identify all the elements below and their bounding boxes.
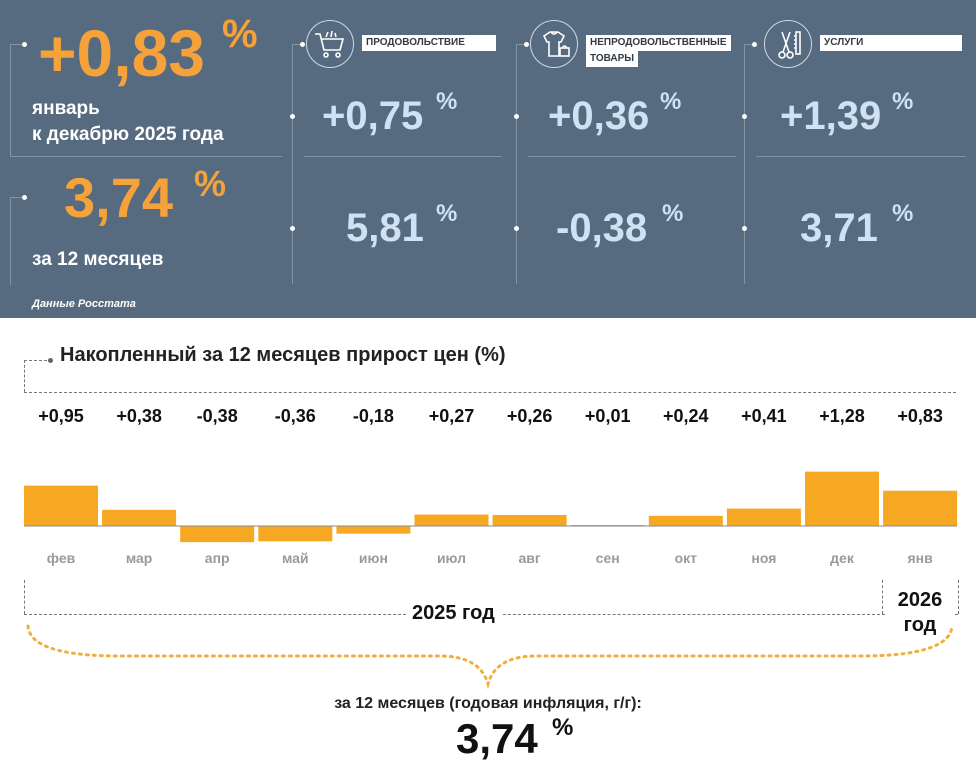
bar-11 xyxy=(805,471,879,526)
bar-5 xyxy=(336,526,411,534)
bar-value-label: +0,83 xyxy=(897,406,943,426)
bar-2 xyxy=(102,509,177,526)
category-food-annual: 5,81% xyxy=(346,200,458,250)
year-2025-label: 2025 год xyxy=(406,602,501,625)
scissors-comb-icon xyxy=(764,20,812,68)
chart-title: Накопленный за 12 месяцев прирост цен (%… xyxy=(60,344,506,366)
category-nonfood-label-line2: ТОВАРЫ xyxy=(586,51,639,67)
month-tick-label: авг xyxy=(518,550,540,566)
month-tick-label: апр xyxy=(205,550,230,566)
monthly-inflation-value: +0,83 % xyxy=(38,12,258,90)
month-tick-label: сен xyxy=(596,550,620,566)
category-services-label: УСЛУГИ xyxy=(820,35,962,51)
bar-1 xyxy=(24,485,98,526)
annual-inflation-total: 3,74% xyxy=(456,714,574,762)
bar-value-label: -0,38 xyxy=(197,406,238,426)
annual-inflation-caption: за 12 месяцев (годовая инфляция, г/г): xyxy=(334,695,642,712)
clothes-icon xyxy=(530,20,578,68)
month-tick-label: дек xyxy=(830,550,855,566)
bar-value-label: -0,36 xyxy=(275,406,316,426)
month-tick-label: окт xyxy=(675,550,698,566)
bar-value-label: +0,26 xyxy=(507,406,553,426)
monthly-price-growth-chart: +0,95 фев +0,38 мар -0,38 апр -0,36 май -0,18 июн… xyxy=(24,406,958,566)
bar-value-label: +0,24 xyxy=(663,406,709,426)
bar-value-label: +0,27 xyxy=(429,406,475,426)
month-tick-label: фев xyxy=(47,550,76,566)
monthly-period-line2: к декабрю 2025 года xyxy=(32,124,224,145)
bar-value-label: +0,38 xyxy=(116,406,162,426)
month-tick-label: май xyxy=(282,550,309,566)
year-2026-label: 2026 год xyxy=(886,588,954,638)
month-tick-label: июл xyxy=(437,550,466,566)
bar-value-label: +0,41 xyxy=(741,406,787,426)
category-nonfood-annual: -0,38% xyxy=(556,200,684,250)
bar-6 xyxy=(414,514,489,526)
bar-3 xyxy=(180,526,255,543)
bar-value-label: -0,18 xyxy=(353,406,394,426)
annual-inflation-unit: % xyxy=(194,163,227,204)
category-nonfood-monthly: +0,36% xyxy=(548,88,682,138)
category-nonfood-label: НЕПРОДОВОЛЬСТВЕННЫЕ xyxy=(586,35,731,51)
bar-value-label: +0,01 xyxy=(585,406,631,426)
month-tick-label: ноя xyxy=(751,550,776,566)
bar-7 xyxy=(492,514,567,526)
category-services-monthly: +1,39% xyxy=(780,88,914,138)
monthly-inflation-unit: % xyxy=(222,12,258,56)
dotted-brace xyxy=(26,624,954,690)
category-food-monthly: +0,75% xyxy=(322,88,458,138)
annual-inflation-value: 3,74 % xyxy=(64,163,227,229)
category-food-label: ПРОДОВОЛЬСТВИЕ xyxy=(362,35,496,51)
category-services-annual: 3,71% xyxy=(800,200,914,250)
bar-value-label: +1,28 xyxy=(819,406,865,426)
bar-9 xyxy=(648,515,723,526)
bar-10 xyxy=(726,508,801,526)
month-tick-label: янв xyxy=(907,550,933,566)
data-source: Данные Росстата xyxy=(32,298,136,310)
bar-4 xyxy=(258,526,333,542)
bar-12 xyxy=(883,490,958,526)
shopping-cart-icon xyxy=(306,20,354,68)
month-tick-label: мар xyxy=(126,550,153,566)
inflation-summary-panel: +0,83 % январь к декабрю 2025 года 3,74 … xyxy=(0,0,976,318)
bar-value-label: +0,95 xyxy=(38,406,84,426)
annual-period-label: за 12 месяцев xyxy=(32,249,164,270)
month-tick-label: июн xyxy=(359,550,388,566)
monthly-period-line1: январь xyxy=(32,98,100,119)
